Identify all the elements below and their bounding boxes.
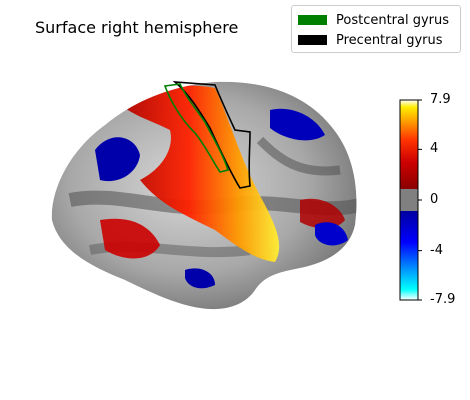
colorbar-tick-label-2: 0 [430, 192, 439, 207]
figure-title: Surface right hemisphere [35, 18, 239, 37]
sulcus-shading-3 [256, 136, 341, 176]
activation-blue-patch-frontal [95, 137, 140, 182]
colorbar-tick-label-1: 4 [430, 141, 439, 157]
colorbar-tick-label-0: 7.9 [430, 92, 451, 107]
activation-blue-patch-temporal [315, 222, 348, 246]
legend-label-postcentral: Postcentral gyrus [336, 12, 450, 28]
activation-blue-patch-inferior [185, 268, 215, 289]
colorbar-negative [400, 211, 418, 300]
hemisphere-mesh [51, 81, 357, 310]
activation-hot-band [115, 85, 280, 262]
postcentral-gyrus-outline [163, 83, 230, 173]
colorbar-tick-label-4: -7.9 [430, 292, 456, 307]
legend-item-postcentral: Postcentral gyrus [298, 12, 449, 28]
legend-swatch-precentral [298, 35, 327, 45]
colorbar-neutral [400, 189, 418, 211]
activation-red-patch-2 [300, 198, 345, 229]
legend: Postcentral gyrus Precentral gyrus [291, 5, 461, 53]
colorbar-tick-label-3: -4 [430, 242, 443, 258]
colorbar-positive [400, 100, 418, 189]
activation-red-patch [100, 218, 160, 259]
legend-swatch-postcentral [298, 15, 327, 25]
legend-label-precentral: Precentral gyrus [336, 32, 443, 48]
colorbar [399, 99, 422, 301]
precentral-gyrus-outline [172, 81, 251, 189]
activation-blue-patch-parietal [270, 108, 325, 141]
colorbar-ticks [418, 99, 422, 301]
legend-item-precentral: Precentral gyrus [298, 32, 443, 48]
